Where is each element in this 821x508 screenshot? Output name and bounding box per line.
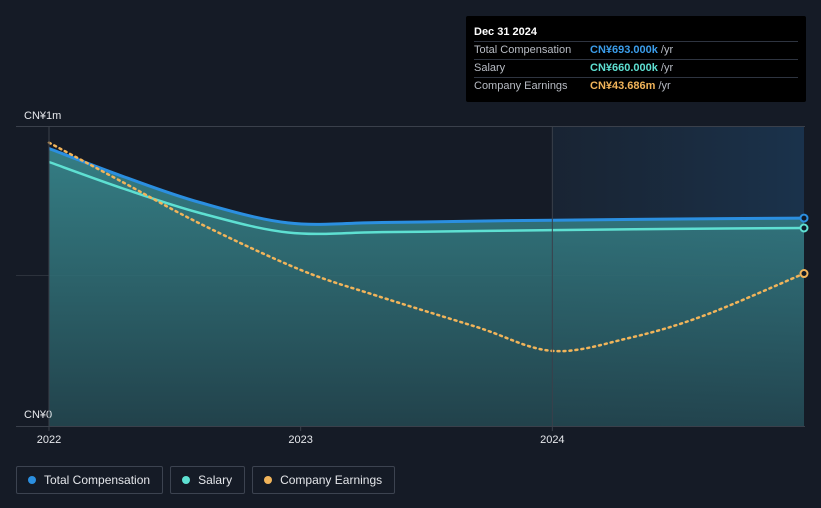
legend-item-total-compensation[interactable]: Total Compensation — [16, 466, 164, 494]
tooltip-row-salary: Salary CN¥660.000k /yr — [474, 59, 798, 77]
legend: Total Compensation Salary Company Earnin… — [16, 466, 396, 494]
series-line-salary — [48, 160, 805, 236]
tooltip-date: Dec 31 2024 — [474, 26, 537, 38]
salary-area — [49, 148, 804, 426]
series-line-company-earnings — [47, 141, 806, 353]
tooltip-label: Salary — [474, 62, 506, 74]
y-axis-label-top: CN¥1m — [24, 110, 61, 122]
legend-item-salary[interactable]: Salary — [170, 466, 246, 494]
x-axis-ticks: 2022 2023 2024 — [37, 126, 565, 446]
end-marker-company-earnings[interactable] — [799, 269, 809, 279]
end-marker-salary[interactable] — [799, 223, 809, 233]
tooltip-unit: /yr — [660, 62, 674, 74]
tooltip-label: Total Compensation — [474, 44, 572, 56]
tooltip-value: CN¥660.000k — [590, 62, 658, 74]
legend-dot-icon — [28, 476, 36, 484]
legend-label: Total Compensation — [44, 473, 151, 487]
series-line-total-compensation — [48, 147, 805, 226]
tooltip-value: CN¥693.000k — [590, 44, 658, 56]
x-tick-label: 2024 — [540, 434, 564, 446]
tooltip-row-total-compensation: Total Compensation CN¥693.000k /yr — [474, 41, 798, 59]
y-axis-label-bottom: CN¥0 — [24, 409, 52, 421]
legend-label: Salary — [198, 473, 233, 487]
tooltip-value: CN¥43.686m — [590, 80, 656, 92]
tooltip-unit: /yr — [658, 80, 671, 92]
legend-dot-icon — [264, 476, 273, 484]
x-tick-label: 2023 — [288, 434, 312, 446]
end-marker-total-compensation[interactable] — [799, 213, 809, 223]
tooltip-row-company-earnings: Company Earnings CN¥43.686m /yr — [474, 77, 798, 95]
x-tick-label: 2022 — [37, 434, 61, 446]
tooltip-unit: /yr — [660, 44, 674, 56]
legend-item-company-earnings[interactable]: Company Earnings — [252, 466, 396, 494]
legend-dot-icon — [182, 476, 191, 484]
tooltip-label: Company Earnings — [474, 80, 568, 92]
legend-label: Company Earnings — [280, 473, 383, 487]
tooltip: Dec 31 2024 Total Compensation CN¥693.00… — [466, 16, 806, 102]
